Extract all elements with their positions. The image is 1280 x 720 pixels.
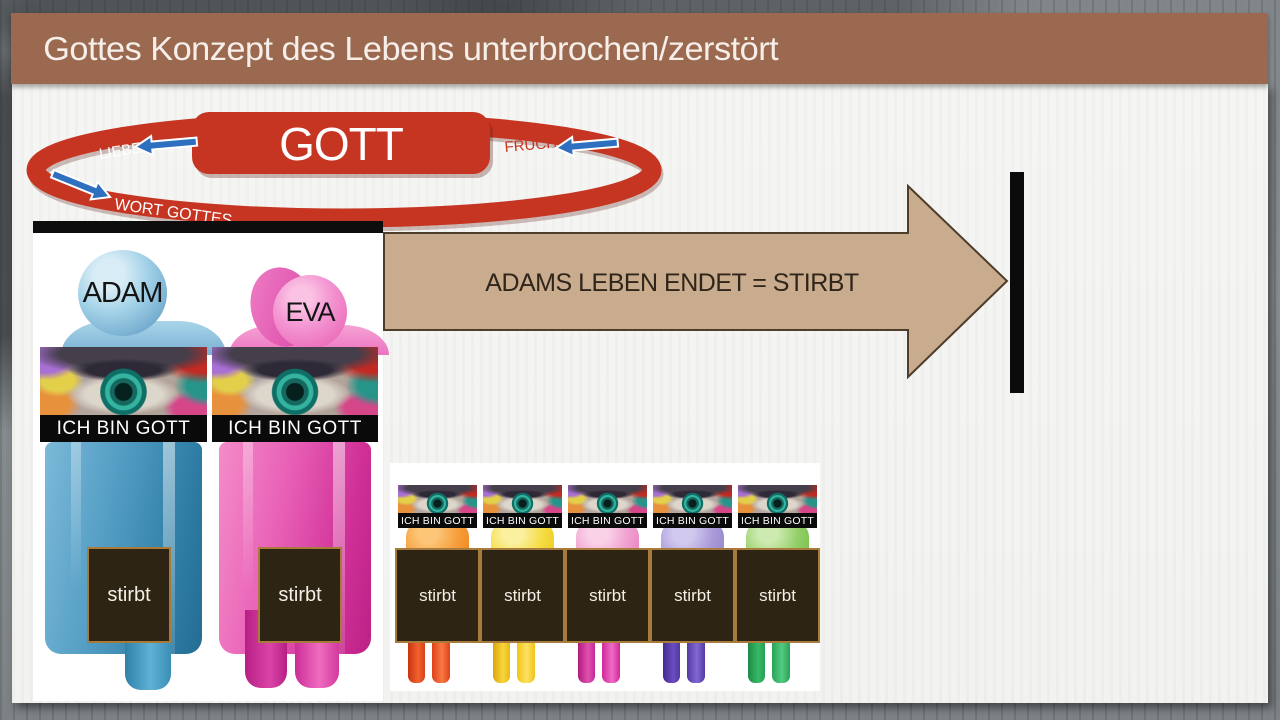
page-title: Gottes Konzept des Lebens unterbrochen/z… (43, 29, 779, 67)
descendant-leg (602, 635, 620, 683)
descendant-leg (432, 635, 450, 683)
descendant-claim-band: ICH BIN GOTT (653, 513, 732, 528)
descendant-fate-text: stirbt (504, 585, 541, 605)
descendants-panel: ICH BIN GOTT stirbt ICH BIN GOTT stirbt (390, 463, 820, 691)
descendant-figure: ICH BIN GOTT stirbt (480, 463, 565, 691)
descendant-leg (772, 635, 790, 683)
descendant-death-box: stirbt (395, 548, 480, 643)
gott-box (192, 112, 490, 174)
eva-eye-image (212, 347, 378, 415)
eva-claim-band: ICH BIN GOTT (212, 415, 378, 442)
descendant-eye-image (738, 485, 817, 513)
adam-name-label: ADAM (82, 276, 164, 309)
descendant-leg (748, 635, 765, 683)
descendant-leg (578, 635, 595, 683)
descendant-claim-band: ICH BIN GOTT (483, 513, 562, 528)
adam-eva-panel: ADAM ICH BIN GOTT stirbt EVA ICH BIN GOT… (33, 233, 389, 701)
descendant-figure: ICH BIN GOTT stirbt (735, 463, 820, 691)
descendant-figure: ICH BIN GOTT stirbt (650, 463, 735, 691)
descendant-eye-image (398, 485, 477, 513)
descendant-claim-text: ICH BIN GOTT (741, 514, 814, 527)
adam-death-box: stirbt (87, 547, 171, 643)
eva-name-label: EVA (285, 296, 335, 327)
descendant-leg (517, 635, 535, 683)
descendant-claim-band: ICH BIN GOTT (738, 513, 817, 528)
descendant-eye-image (653, 485, 732, 513)
adam-claim-text: ICH BIN GOTT (56, 417, 191, 439)
adam-eye-image (40, 347, 207, 415)
descendant-eye-image (568, 485, 647, 513)
descendant-leg (687, 635, 705, 683)
descendant-leg (493, 635, 510, 683)
descendant-claim-band: ICH BIN GOTT (398, 513, 477, 528)
descendant-claim-text: ICH BIN GOTT (401, 514, 474, 527)
timeline-arrow-shape (383, 183, 1009, 380)
descendant-fate-text: stirbt (759, 585, 796, 605)
descendant-figure: ICH BIN GOTT stirbt (565, 463, 650, 691)
liebe-label: LIEBE (98, 140, 143, 163)
descendant-death-box: stirbt (650, 548, 735, 643)
descendant-death-box: stirbt (480, 548, 565, 643)
descendant-claim-text: ICH BIN GOTT (571, 514, 644, 527)
title-bar: Gottes Konzept des Lebens unterbrochen/z… (11, 13, 1268, 84)
descendant-claim-band: ICH BIN GOTT (568, 513, 647, 528)
eva-fate-text: stirbt (278, 583, 322, 606)
adam-head: ADAM (78, 250, 167, 336)
eva-claim-text: ICH BIN GOTT (228, 417, 362, 439)
descendant-leg (408, 635, 425, 683)
descendant-fate-text: stirbt (589, 585, 626, 605)
descendant-claim-text: ICH BIN GOTT (486, 514, 559, 527)
timeline-arrow: ADAMS LEBEN ENDET = STIRBT (383, 183, 1009, 380)
descendant-claim-text: ICH BIN GOTT (656, 514, 729, 527)
death-end-bar (1010, 172, 1024, 393)
eva-head: EVA (273, 275, 347, 349)
descendant-death-box: stirbt (735, 548, 820, 643)
god-cycle-diagram: GOTT LIEBE FRUCHT WORT GOTTES (26, 112, 664, 231)
gott-label: GOTT (279, 118, 404, 170)
descendant-fate-text: stirbt (674, 585, 711, 605)
timeline-arrow-label: ADAMS LEBEN ENDET = STIRBT (485, 269, 859, 297)
panel-top-bar (33, 221, 383, 233)
adam-fate-text: stirbt (107, 583, 151, 606)
frucht-label: FRUCHT (504, 134, 567, 156)
descendant-leg (663, 635, 680, 683)
adam-claim-band: ICH BIN GOTT (40, 415, 207, 442)
descendant-eye-image (483, 485, 562, 513)
descendant-death-box: stirbt (565, 548, 650, 643)
eva-death-box: stirbt (258, 547, 342, 643)
descendant-figure: ICH BIN GOTT stirbt (395, 463, 480, 691)
descendant-fate-text: stirbt (419, 585, 456, 605)
